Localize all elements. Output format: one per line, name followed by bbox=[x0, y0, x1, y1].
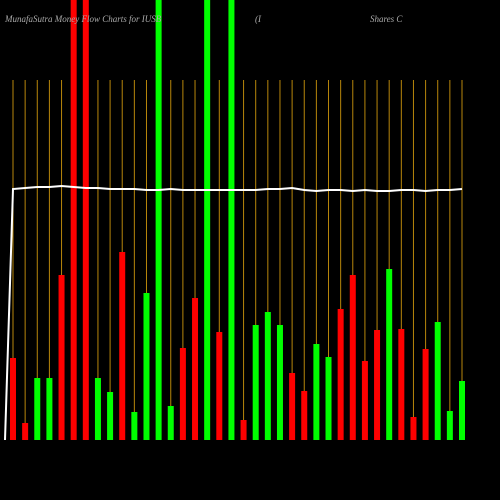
bar bbox=[289, 373, 296, 440]
bar bbox=[34, 378, 41, 440]
bar bbox=[337, 309, 344, 440]
bar bbox=[422, 349, 429, 440]
bar bbox=[94, 378, 101, 440]
bar bbox=[22, 423, 29, 440]
bar bbox=[252, 325, 259, 440]
bar bbox=[179, 348, 186, 440]
bar bbox=[361, 361, 368, 440]
bar bbox=[459, 381, 465, 440]
bar bbox=[313, 344, 320, 440]
bars bbox=[10, 0, 465, 440]
bar bbox=[119, 252, 126, 440]
bar bbox=[155, 0, 162, 440]
bar bbox=[240, 420, 247, 440]
bar bbox=[386, 269, 393, 440]
bar bbox=[10, 358, 16, 440]
bar bbox=[167, 406, 174, 440]
bar bbox=[434, 322, 441, 440]
lines bbox=[4, 184, 463, 441]
bar bbox=[58, 275, 65, 440]
bar bbox=[301, 391, 308, 440]
bar bbox=[264, 312, 271, 440]
bar bbox=[46, 378, 53, 440]
bar bbox=[325, 357, 332, 440]
chart-title: MunafaSutra Money Flow Charts for IUSB bbox=[4, 14, 162, 24]
bar bbox=[228, 0, 235, 440]
bar bbox=[374, 330, 381, 440]
bar bbox=[398, 329, 405, 440]
chart-title-part: (I bbox=[255, 14, 262, 24]
bar bbox=[70, 0, 77, 440]
bar bbox=[276, 325, 283, 440]
money-flow-line bbox=[4, 184, 463, 441]
bar bbox=[204, 0, 211, 440]
bar bbox=[410, 417, 417, 440]
bar bbox=[446, 411, 453, 440]
bar bbox=[107, 392, 114, 440]
bar bbox=[192, 298, 199, 440]
bar bbox=[216, 332, 223, 440]
bar bbox=[82, 0, 89, 440]
chart-title-part: Shares C bbox=[370, 14, 403, 24]
bar bbox=[143, 293, 150, 440]
bar bbox=[349, 275, 356, 440]
bar bbox=[131, 412, 138, 440]
